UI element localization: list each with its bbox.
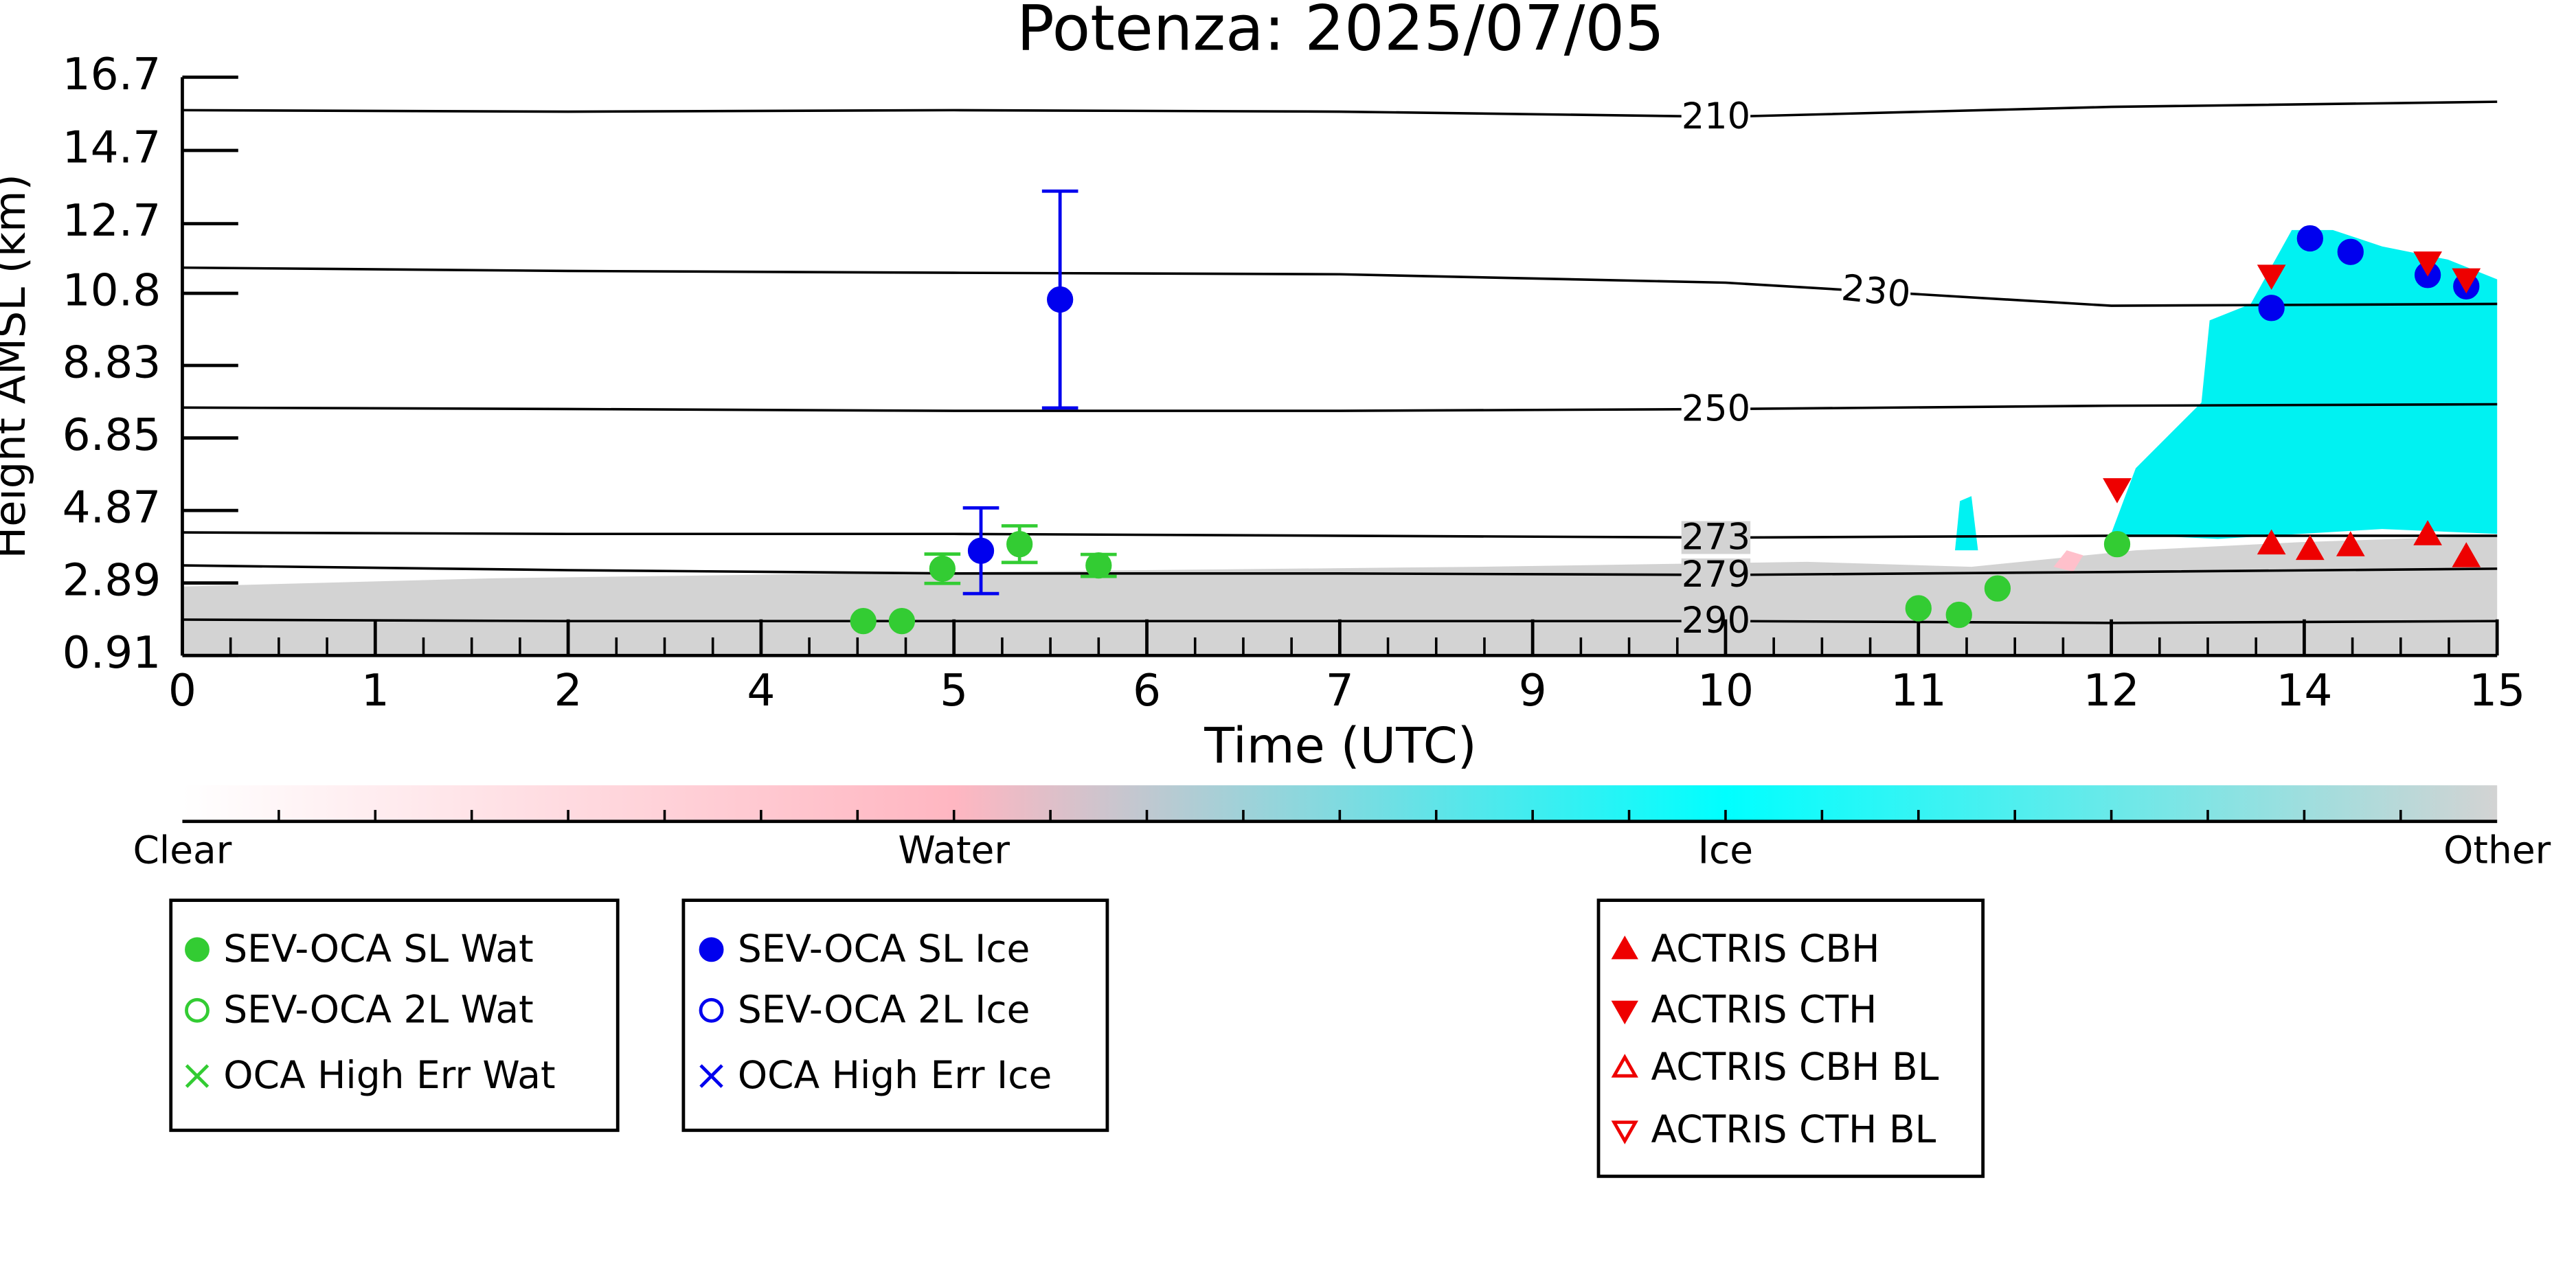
marker <box>2103 531 2131 558</box>
x-axis-label: Time (UTC) <box>1204 716 1477 774</box>
legend-box <box>681 899 1109 1132</box>
x-tick-label: 1 <box>361 665 389 716</box>
colorbar-label: Other <box>2443 828 2551 872</box>
x-tick-label: 2 <box>554 665 583 716</box>
marker <box>2413 251 2442 277</box>
marker <box>699 997 724 1023</box>
contour-label: 230 <box>1840 267 1912 316</box>
y-tick-label: 16.7 <box>63 49 161 100</box>
marker <box>1006 531 1033 558</box>
x-tick-label: 10 <box>1697 665 1754 716</box>
legend-label: SEV-OCA SL Ice <box>738 927 1030 971</box>
contour-label: 290 <box>1682 600 1750 642</box>
y-tick-label: 14.7 <box>63 122 161 174</box>
x-tick-label: 12 <box>2083 665 2140 716</box>
marker <box>1611 1054 1638 1078</box>
colorbar-label: Clear <box>133 828 232 872</box>
y-tick-label: 4.87 <box>63 482 161 534</box>
contour-label-bg <box>1681 100 1751 133</box>
x-tick-label: 0 <box>168 665 196 716</box>
y-tick-label: 8.83 <box>63 337 161 389</box>
y-tick-label: 0.91 <box>63 627 161 679</box>
y-axis-label: Height AMSL (km) <box>0 174 35 558</box>
marker <box>1611 1120 1638 1144</box>
contour-label-bg <box>1841 275 1911 308</box>
cloud-mask <box>182 229 2498 656</box>
contour-label: 210 <box>1682 95 1750 137</box>
legend-label: ACTRIS CBH <box>1651 927 1880 971</box>
x-tick-label: 11 <box>1890 665 1947 716</box>
colorbar-label: Water <box>898 828 1010 872</box>
y-tick-label: 12.7 <box>63 195 161 247</box>
marker <box>2336 531 2365 556</box>
contour-line <box>182 403 2498 412</box>
marker <box>2295 534 2325 561</box>
x-tick-label: 5 <box>940 665 968 716</box>
marker <box>2257 264 2286 290</box>
marker <box>888 607 916 635</box>
x-tick-label: 9 <box>1519 665 1547 716</box>
legend-label: OCA High Err Ice <box>738 1053 1052 1097</box>
marker <box>967 537 995 564</box>
contour-label-bg <box>1681 605 1751 638</box>
contour-label-bg <box>1681 392 1751 426</box>
marker <box>2452 268 2481 294</box>
marker <box>2452 542 2481 567</box>
marker <box>2103 478 2132 504</box>
marker <box>185 997 210 1023</box>
legend-label: SEV-OCA 2L Ice <box>738 987 1030 1031</box>
marker <box>1984 575 2011 602</box>
marker <box>185 937 210 962</box>
legend-label: ACTRIS CTH BL <box>1651 1107 1936 1151</box>
marker <box>2337 238 2364 265</box>
x-tick-label: 15 <box>2469 665 2525 716</box>
x-tick-label: 4 <box>747 665 775 716</box>
marker <box>1611 935 1638 960</box>
contour-label: 279 <box>1682 554 1750 596</box>
marker <box>2413 520 2442 545</box>
x-tick-label: 14 <box>2276 665 2332 716</box>
contour-label: 250 <box>1682 388 1750 430</box>
y-tick-label: 6.85 <box>63 409 161 461</box>
y-tick-label: 10.8 <box>63 265 161 317</box>
legend-label: OCA High Err Wat <box>223 1053 555 1097</box>
marker <box>1945 601 1972 629</box>
contour-line <box>182 100 2498 118</box>
contour-line <box>182 564 2498 576</box>
marker <box>850 607 877 635</box>
y-tick-label: 2.89 <box>63 554 161 606</box>
contour-label: 273 <box>1682 517 1750 558</box>
marker <box>699 1064 723 1088</box>
contour-line <box>182 266 2498 307</box>
legend-label: ACTRIS CBH BL <box>1651 1045 1939 1089</box>
legend-label: SEV-OCA SL Wat <box>223 927 533 971</box>
x-tick-label: 7 <box>1326 665 1354 716</box>
marker <box>185 1064 210 1088</box>
legend-box <box>1596 899 1985 1178</box>
marker <box>2257 529 2286 555</box>
x-tick-label: 6 <box>1133 665 1161 716</box>
colorbar-label: Ice <box>1698 828 1753 872</box>
marker <box>2258 295 2285 321</box>
contour-label-bg <box>1681 521 1751 554</box>
marker <box>1611 1000 1638 1025</box>
marker <box>1047 286 1074 313</box>
chart-title: Potenza: 2025/07/05 <box>1017 0 1664 65</box>
marker <box>1085 552 1112 579</box>
marker <box>699 937 724 962</box>
legend-label: SEV-OCA 2L Wat <box>223 987 534 1031</box>
legend-label: ACTRIS CTH <box>1651 987 1877 1031</box>
legend-box <box>169 899 620 1132</box>
marker <box>929 555 956 583</box>
marker <box>2296 225 2323 252</box>
contour-label-bg <box>1681 558 1751 591</box>
marker <box>1905 595 1932 622</box>
